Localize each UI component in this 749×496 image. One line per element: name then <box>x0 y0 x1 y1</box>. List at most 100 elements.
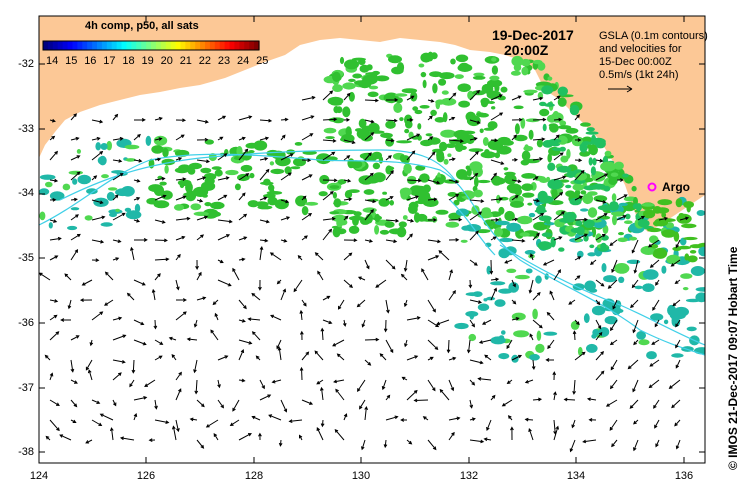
colorbar-cell <box>234 41 240 50</box>
velocity-arrow <box>342 319 347 327</box>
velocity-arrow <box>406 355 419 361</box>
velocity-arrow <box>403 299 408 308</box>
sst-patch <box>532 59 543 65</box>
velocity-arrow <box>70 249 79 261</box>
velocity-arrow <box>322 151 336 161</box>
velocity-arrow <box>70 335 80 341</box>
velocity-arrow <box>320 327 325 341</box>
velocity-arrow <box>320 419 325 428</box>
sst-patch <box>290 166 301 170</box>
velocity-arrow <box>154 273 161 281</box>
sst-patch <box>677 245 692 250</box>
argo-label: Argo <box>662 180 690 194</box>
velocity-arrow <box>546 311 555 321</box>
velocity-arrow <box>469 399 474 409</box>
velocity-arrow <box>269 252 282 261</box>
velocity-arrow <box>406 389 418 401</box>
sst-patch <box>190 203 202 211</box>
velocity-arrow <box>427 136 434 141</box>
velocity-arrow <box>343 118 351 122</box>
y-tick-label: -34 <box>18 187 34 199</box>
sst-patch <box>565 127 579 134</box>
sst-patch <box>611 211 624 216</box>
velocity-arrow <box>478 339 492 344</box>
velocity-arrow <box>133 158 143 163</box>
sst-patch <box>649 235 659 244</box>
sst-patch <box>529 354 540 361</box>
sst-patch <box>394 93 408 97</box>
velocity-arrow <box>133 339 147 346</box>
velocity-arrow <box>511 238 526 243</box>
velocity-arrow <box>196 271 202 281</box>
velocity-arrow <box>563 397 576 402</box>
sst-patch <box>547 76 553 81</box>
velocity-arrow <box>553 175 567 181</box>
sst-patch <box>101 174 109 179</box>
sst-patch <box>480 151 497 159</box>
velocity-arrow <box>448 92 457 101</box>
sst-patch <box>472 166 483 178</box>
sst-patch <box>557 86 568 96</box>
colorbar-cell <box>97 41 103 50</box>
velocity-arrow <box>131 359 136 374</box>
sst-patch <box>695 292 705 303</box>
sst-patch <box>305 201 319 206</box>
velocity-arrow <box>672 299 681 307</box>
velocity-arrow <box>529 333 534 341</box>
sst-patch <box>403 163 412 174</box>
sst-patch <box>396 140 412 144</box>
velocity-arrow <box>301 213 313 221</box>
sst-patch <box>398 221 407 228</box>
colorbar-cell <box>72 41 78 50</box>
velocity-arrow <box>258 432 262 441</box>
sst-patch <box>558 247 565 252</box>
velocity-arrow <box>571 419 576 429</box>
sst-patch <box>115 208 120 212</box>
velocity-arrow <box>511 279 516 288</box>
sst-patch <box>494 227 503 237</box>
sst-patch <box>443 158 449 165</box>
velocity-arrow <box>595 173 609 181</box>
velocity-arrow <box>49 198 57 202</box>
velocity-arrow <box>133 219 141 223</box>
sst-patch <box>332 227 341 238</box>
sst-patch <box>498 248 510 259</box>
sst-patch <box>580 122 591 127</box>
sst-patch <box>359 64 370 73</box>
velocity-arrow <box>175 279 180 291</box>
velocity-arrow <box>112 359 126 364</box>
velocity-arrow <box>385 259 396 270</box>
velocity-arrow <box>259 196 268 201</box>
colorbar-cell <box>229 41 236 50</box>
sst-patch <box>673 306 689 317</box>
sst-patch <box>457 83 471 92</box>
velocity-arrow <box>343 92 351 101</box>
sst-patch <box>362 207 377 213</box>
sst-patch <box>551 188 558 200</box>
velocity-arrow <box>448 416 461 421</box>
colorbar <box>42 40 260 51</box>
velocity-arrow <box>280 239 288 243</box>
colorbar-cell <box>43 41 49 50</box>
velocity-arrow <box>364 405 369 421</box>
velocity-arrow <box>448 116 456 121</box>
sst-patch <box>344 59 359 70</box>
sst-patch <box>652 206 662 214</box>
sst-patch <box>687 255 698 263</box>
sst-patches <box>39 51 705 363</box>
sst-patch <box>418 190 431 201</box>
x-tick-label: 130 <box>351 470 371 482</box>
sst-patch <box>504 210 515 222</box>
velocity-arrow <box>427 439 437 451</box>
sst-patch <box>622 173 629 178</box>
sst-patch <box>628 236 638 241</box>
velocity-arrow <box>175 371 182 381</box>
velocity-arrow <box>383 439 388 449</box>
velocity-arrow <box>196 439 205 449</box>
velocity-arrow <box>490 138 499 143</box>
sst-patch <box>641 203 655 207</box>
velocity-arrow <box>301 195 307 201</box>
velocity-arrow <box>175 388 182 401</box>
colorbar-cell <box>175 41 182 50</box>
velocity-arrow <box>280 172 292 181</box>
